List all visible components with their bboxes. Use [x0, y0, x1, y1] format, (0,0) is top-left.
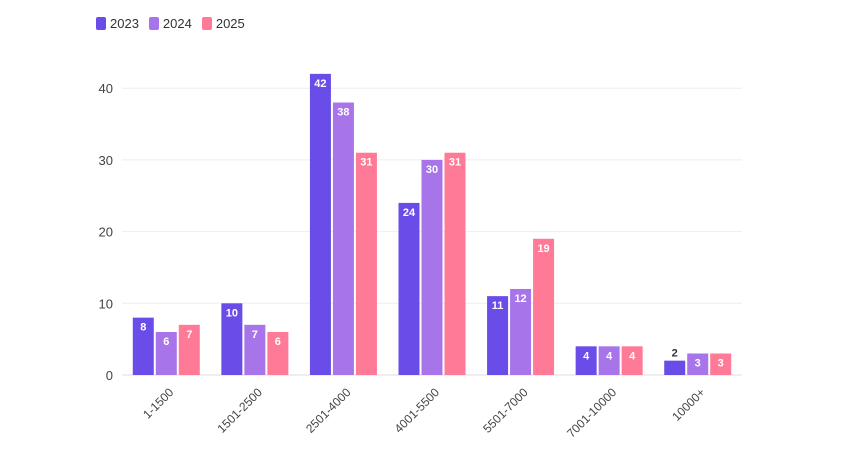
x-tick-label-1501-2500: 1501-2500	[214, 385, 265, 436]
bar-2024-2501-4000[interactable]	[332, 102, 354, 375]
legend-label-2023: 2023	[110, 16, 139, 31]
legend-swatch-2024	[148, 17, 159, 30]
bar-2024-10000+[interactable]	[687, 353, 709, 375]
bar-2025-5501-7000[interactable]	[533, 238, 555, 375]
bar-2023-1-1500[interactable]	[132, 317, 154, 375]
bar-label-2023-10000+: 2	[672, 348, 678, 360]
bar-2025-1-1500[interactable]	[178, 324, 200, 375]
legend: 2023 2024 2025	[96, 16, 245, 31]
bar-label-2023-5501-7000: 11	[492, 300, 504, 312]
bar-2024-1-1500[interactable]	[155, 331, 177, 375]
legend-swatch-2025	[201, 17, 212, 30]
bar-2023-4001-5500[interactable]	[398, 202, 420, 375]
bar-label-2025-2501-4000: 31	[360, 157, 372, 169]
legend-label-2025: 2025	[215, 16, 245, 31]
bar-2024-5501-7000[interactable]	[510, 288, 532, 375]
bar-label-2023-1-1500: 8	[140, 322, 146, 334]
y-tick-label-30: 30	[99, 153, 113, 168]
bar-label-2024-7001-10000: 4	[606, 350, 613, 362]
bar-label-2025-1-1500: 7	[186, 329, 192, 341]
bar-label-2024-1-1500: 6	[163, 336, 169, 348]
x-tick-label-10000+: 10000+	[669, 385, 707, 423]
bar-2025-2501-4000[interactable]	[355, 152, 377, 375]
legend-swatch-2023	[96, 17, 106, 30]
bar-label-2025-7001-10000: 4	[629, 350, 636, 362]
legend-item-2023[interactable]: 2023	[96, 16, 139, 31]
bar-label-2024-2501-4000: 38	[337, 107, 349, 119]
bar-2025-1501-2500[interactable]	[267, 331, 289, 375]
bar-label-2025-5501-7000: 19	[537, 243, 549, 255]
bar-2023-5501-7000[interactable]	[487, 296, 509, 375]
y-tick-label-10: 10	[99, 296, 113, 311]
y-tick-label-20: 20	[99, 225, 113, 240]
bar-2025-4001-5500[interactable]	[444, 152, 466, 375]
bar-2023-1501-2500[interactable]	[221, 303, 243, 375]
bar-2023-10000+[interactable]	[664, 360, 686, 375]
x-tick-label-2501-4000: 2501-4000	[303, 385, 354, 436]
legend-item-2025[interactable]: 2025	[201, 16, 245, 31]
bar-2025-10000+[interactable]	[710, 353, 732, 375]
bar-label-2023-4001-5500: 24	[403, 207, 416, 219]
bar-2024-4001-5500[interactable]	[421, 159, 443, 375]
bar-label-2025-4001-5500: 31	[449, 157, 461, 169]
bar-label-2024-5501-7000: 12	[514, 293, 526, 305]
x-tick-label-7001-10000: 7001-10000	[564, 385, 619, 440]
bar-2023-7001-10000[interactable]	[575, 346, 597, 375]
bar-2025-7001-10000[interactable]	[621, 346, 643, 375]
bar-2024-1501-2500[interactable]	[244, 324, 266, 375]
x-tick-label-1-1500: 1-1500	[140, 385, 177, 422]
bar-2024-7001-10000[interactable]	[598, 346, 620, 375]
legend-label-2024: 2024	[162, 16, 192, 31]
legend-item-2024[interactable]: 2024	[148, 16, 192, 31]
bar-label-2024-10000+: 3	[695, 357, 701, 369]
bar-label-2024-4001-5500: 30	[426, 164, 438, 176]
bar-2023-2501-4000[interactable]	[309, 73, 331, 376]
bar-label-2025-1501-2500: 6	[275, 336, 281, 348]
bar-label-2025-10000+: 3	[718, 357, 724, 369]
bar-label-2023-7001-10000: 4	[583, 350, 590, 362]
bar-label-2023-1501-2500: 10	[226, 307, 238, 319]
x-tick-label-4001-5500: 4001-5500	[392, 385, 443, 436]
y-tick-label-0: 0	[106, 368, 113, 383]
y-tick-label-40: 40	[99, 81, 113, 96]
x-tick-label-5501-7000: 5501-7000	[480, 385, 531, 436]
bar-label-2024-1501-2500: 7	[252, 329, 258, 341]
bar-label-2023-2501-4000: 42	[314, 78, 326, 90]
